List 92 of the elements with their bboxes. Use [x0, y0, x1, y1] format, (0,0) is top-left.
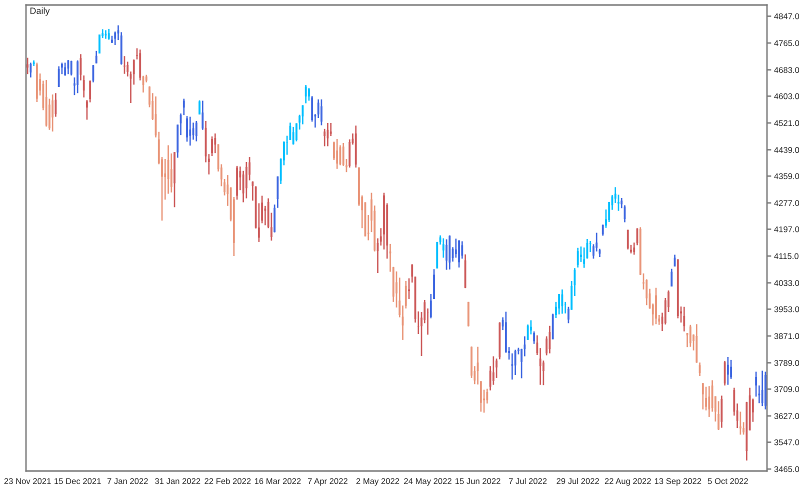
candlestick — [111, 35, 113, 44]
y-tick-label: 4765.0 — [774, 40, 800, 46]
candlestick — [202, 100, 204, 131]
candlestick — [211, 136, 213, 157]
y-tick-label: 4683.0 — [774, 67, 800, 73]
candlestick — [514, 349, 516, 376]
candlestick — [70, 60, 72, 76]
candlestick — [89, 80, 92, 104]
candlestick — [461, 240, 464, 260]
candlestick — [548, 325, 551, 354]
candlestick — [336, 138, 338, 170]
y-tick-label: 3789.0 — [774, 360, 800, 366]
x-tick-label: 22 Aug 2022 — [604, 478, 651, 486]
candlestick — [26, 57, 29, 75]
x-tick-label: 7 Jan 2022 — [107, 478, 148, 484]
candlestick — [214, 132, 216, 154]
y-tick-label: 3871.0 — [774, 333, 800, 340]
candlestick — [526, 324, 529, 341]
candlestick — [583, 246, 586, 269]
y-tick-label: 4847.0 — [774, 13, 800, 20]
candlestick — [304, 84, 307, 104]
y-tick-label: 4521.0 — [774, 120, 800, 126]
x-tick-label: 15 Jun 2022 — [455, 478, 500, 484]
chart-title: Daily — [30, 7, 50, 16]
candlestick — [442, 238, 444, 258]
candlestick — [124, 55, 126, 75]
candlestick — [458, 239, 460, 268]
candlestick — [670, 268, 673, 288]
x-tick-label: 23 Nov 2021 — [4, 478, 51, 484]
candlestick — [454, 238, 457, 258]
x-tick-label: 29 Jul 2022 — [556, 478, 599, 484]
candlestick — [726, 356, 729, 386]
candlestick — [320, 98, 322, 126]
candlestick — [626, 229, 629, 250]
candlestick — [52, 94, 54, 132]
candlestick — [198, 100, 200, 116]
candlestick — [95, 50, 98, 64]
candlestick — [189, 116, 192, 146]
candlestick — [67, 59, 70, 75]
y-tick-label: 3709.0 — [774, 386, 800, 392]
candlestick — [655, 287, 657, 325]
candlestick — [54, 92, 57, 118]
candlestick — [174, 151, 176, 208]
candlestick — [195, 120, 198, 142]
candlestick — [245, 161, 248, 200]
y-tick-label: 4603.0 — [774, 93, 800, 100]
x-tick-label: 16 Mar 2022 — [254, 478, 301, 484]
y-tick-label: 3627.0 — [774, 413, 800, 420]
candlestick — [76, 60, 79, 94]
candlestick — [576, 247, 579, 268]
x-tick-label: 22 Feb 2022 — [204, 478, 251, 484]
candlestick — [567, 306, 570, 324]
candlestick — [602, 224, 604, 236]
candlestick — [446, 238, 448, 270]
y-tick-label: 4439.0 — [774, 147, 800, 153]
candlestick — [761, 370, 764, 407]
candlestick — [58, 66, 60, 88]
candlestick — [64, 62, 66, 76]
candlestick — [718, 400, 720, 431]
y-tick-label: 4277.0 — [774, 200, 800, 206]
x-tick-label: 31 Jan 2022 — [155, 478, 200, 484]
candlestick — [724, 360, 726, 386]
x-tick-label: 13 Sep 2022 — [654, 478, 702, 486]
candlestick — [292, 126, 294, 146]
candlestick — [326, 122, 329, 147]
candlestick — [702, 382, 704, 410]
x-tick-label: 2 May 2022 — [356, 478, 400, 486]
candlestick — [739, 410, 742, 436]
candlestick — [558, 293, 560, 316]
x-tick-label: 7 Apr 2022 — [308, 478, 348, 486]
y-tick-label: 3953.0 — [774, 306, 800, 312]
x-tick-label: 15 Dec 2021 — [54, 478, 101, 484]
candlestick — [186, 115, 188, 142]
candlestick — [561, 288, 564, 314]
candlestick — [720, 394, 723, 428]
candlestick — [689, 324, 692, 348]
candlestick — [683, 306, 686, 332]
y-tick-label: 4115.0 — [774, 253, 798, 260]
candlestick — [108, 28, 110, 40]
y-tick-label: 4033.0 — [774, 280, 800, 286]
y-tick-label: 3465.0 — [774, 466, 800, 472]
candlestick — [533, 330, 536, 345]
candlestick — [705, 386, 707, 412]
x-tick-label: 7 Jul 2022 — [509, 478, 547, 484]
x-tick-label: 24 May 2022 — [404, 478, 452, 486]
x-tick-label: 5 Oct 2022 — [708, 478, 748, 484]
candlestick — [308, 87, 310, 102]
y-tick-label: 4197.0 — [774, 226, 800, 232]
candlestick — [408, 278, 410, 300]
y-tick-label: 3547.0 — [774, 439, 800, 446]
candlestick — [30, 62, 32, 78]
y-tick-label: 4359.0 — [774, 173, 800, 180]
